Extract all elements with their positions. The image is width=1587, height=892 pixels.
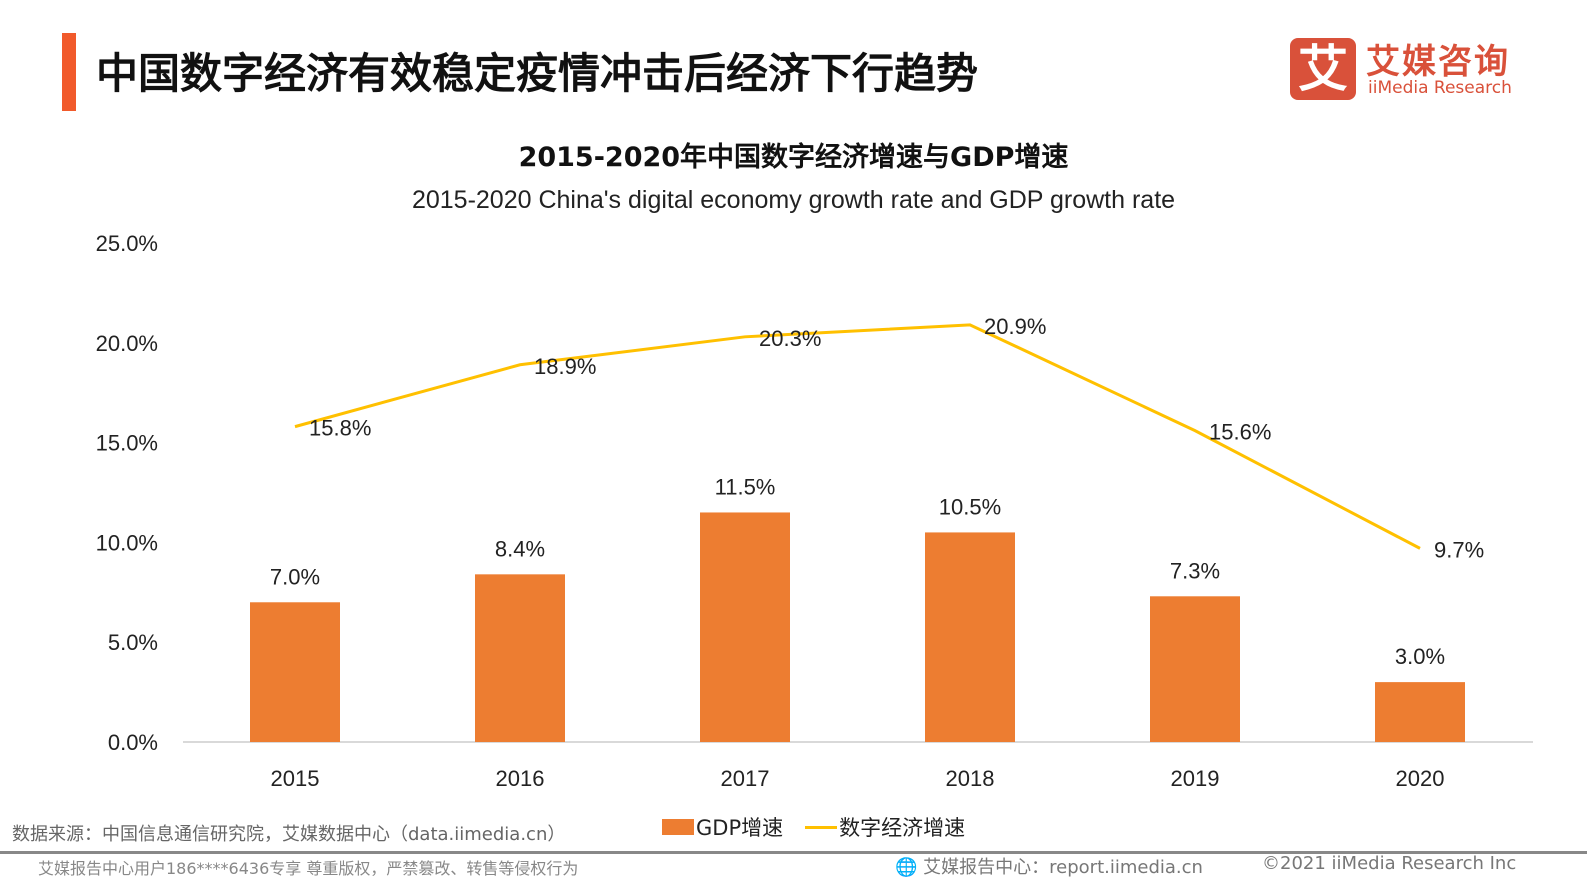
- bar-data-label: 10.5%: [939, 494, 1001, 519]
- legend-swatch-gdp: [662, 819, 694, 835]
- logo-mark: 艾: [1290, 38, 1356, 100]
- bar-data-label: 3.0%: [1395, 644, 1445, 669]
- footer-copyright-notice: 艾媒报告中心用户186****6436专享 尊重版权，严禁篡改、转售等侵权行为: [38, 859, 579, 878]
- legend-swatch-digital: [805, 825, 838, 829]
- footer-report-text: 艾媒报告中心：report.iimedia.cn: [923, 857, 1203, 878]
- footer-copyright: ©2021 iiMedia Research Inc: [1262, 853, 1517, 874]
- bar-data-label: 8.4%: [495, 536, 545, 561]
- bar-data-label: 7.3%: [1170, 558, 1220, 583]
- logo-name-en: iiMedia Research: [1368, 78, 1512, 98]
- chart-subtitle: 2015-2020 China's digital economy growth…: [411, 186, 1176, 214]
- x-tick-label: 2015: [271, 766, 320, 791]
- x-tick-label: 2017: [721, 766, 770, 791]
- x-tick-label: 2019: [1171, 766, 1220, 791]
- y-tick-label: 20.0%: [96, 331, 158, 356]
- globe-icon: 🌐: [895, 857, 918, 878]
- chart-title: 2015-2020年中国数字经济增速与GDP增速: [518, 142, 1069, 173]
- x-tick-label: 2016: [496, 766, 545, 791]
- legend-label-gdp: GDP增速: [696, 816, 784, 840]
- bar-gdp: [1150, 596, 1240, 742]
- bar-gdp: [700, 512, 790, 742]
- page-title: 中国数字经济有效稳定疫情冲击后经济下行趋势: [96, 49, 979, 98]
- legend-label-digital: 数字经济增速: [839, 816, 966, 840]
- footer-report-link[interactable]: 🌐 艾媒报告中心：report.iimedia.cn: [895, 853, 1203, 879]
- bar-gdp: [475, 574, 565, 742]
- line-data-label: 20.3%: [759, 326, 821, 351]
- line-data-label: 9.7%: [1434, 537, 1484, 562]
- legend: GDP增速 数字经济增速: [662, 812, 965, 842]
- y-tick-label: 25.0%: [96, 231, 158, 256]
- y-tick-label: 5.0%: [108, 630, 158, 655]
- bar-data-label: 11.5%: [715, 474, 776, 499]
- line-data-label: 20.9%: [984, 314, 1046, 339]
- line-data-label: 18.9%: [534, 354, 596, 379]
- footer-divider: [0, 851, 1587, 854]
- x-tick-label: 2020: [1396, 766, 1445, 791]
- x-tick-label: 2018: [946, 766, 995, 791]
- line-data-label: 15.8%: [309, 416, 371, 441]
- line-data-label: 15.6%: [1209, 420, 1271, 445]
- bar-data-label: 7.0%: [270, 564, 320, 589]
- logo: 艾 艾媒咨询 iiMedia Research: [1290, 38, 1530, 102]
- y-tick-label: 0.0%: [108, 730, 158, 755]
- bar-gdp: [250, 602, 340, 742]
- bar-gdp: [1375, 682, 1465, 742]
- bar-gdp: [925, 532, 1015, 742]
- y-tick-label: 15.0%: [96, 431, 158, 456]
- line-digital-economy: [294, 323, 1421, 550]
- source-note: 数据来源：中国信息通信研究院，艾媒数据中心（data.iimedia.cn）: [12, 824, 566, 845]
- y-tick-label: 10.0%: [96, 530, 158, 555]
- title-accent-bar: [62, 33, 76, 111]
- logo-name-cn: 艾媒咨询: [1366, 42, 1510, 82]
